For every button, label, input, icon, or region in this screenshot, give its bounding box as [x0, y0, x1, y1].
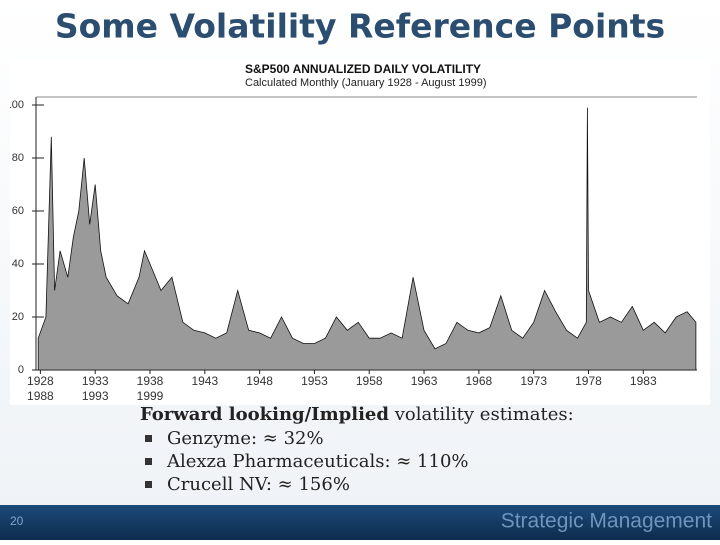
x-tick-label-second-row: 1993	[82, 389, 109, 403]
x-tick-label: 1948	[246, 374, 273, 388]
x-tick-label: 1973	[520, 374, 547, 388]
bullet-list: Genzyme: ≈ 32%Alexza Pharmaceuticals: ≈ …	[145, 428, 469, 495]
x-tick-label: 1968	[466, 374, 493, 388]
footer-bar	[0, 505, 720, 540]
footer-text: Strategic Management	[501, 510, 712, 533]
x-tick-label: 1953	[301, 374, 328, 388]
bullet-text: Crucell NV: ≈ 156%	[167, 474, 350, 495]
y-tick-label: 20	[12, 311, 24, 323]
x-tick-label: 1963	[411, 374, 438, 388]
bullet-text: Genzyme: ≈ 32%	[167, 428, 324, 449]
volatility-area	[37, 107, 697, 371]
y-tick-label: 0	[18, 364, 24, 376]
y-tick-label: 40	[12, 258, 24, 270]
x-tick-label: 1938	[137, 374, 164, 388]
x-tick-label-second-row: 1988	[27, 389, 54, 403]
x-tick-label: 1958	[356, 374, 383, 388]
x-tick-label: 1983	[630, 374, 657, 388]
bullet-marker	[145, 481, 152, 488]
x-tick-label: 1978	[575, 374, 602, 388]
y-tick-label: 100	[6, 99, 24, 111]
body-heading: Forward looking/Implied volatility estim…	[140, 404, 574, 425]
heading-bold: Forward looking/Implied	[140, 404, 389, 425]
bullet-marker	[145, 435, 152, 442]
x-tick-label: 1933	[82, 374, 109, 388]
bullet-text: Alexza Pharmaceuticals: ≈ 110%	[166, 451, 469, 472]
y-tick-label: 80	[12, 152, 24, 164]
chart-subtitle: Calculated Monthly (January 1928 - Augus…	[245, 77, 487, 89]
chart: S&P500 ANNUALIZED DAILY VOLATILITY Calcu…	[6, 60, 710, 405]
slide-title: Some Volatility Reference Points	[55, 7, 665, 46]
y-tick-label: 60	[12, 205, 24, 217]
x-tick-label: 1943	[191, 374, 218, 388]
bullet-marker	[145, 458, 152, 465]
chart-title: S&P500 ANNUALIZED DAILY VOLATILITY	[245, 62, 481, 76]
x-tick-label-second-row: 1999	[137, 389, 164, 403]
x-tick-label: 1928	[27, 374, 54, 388]
page-number: 20	[10, 514, 24, 528]
heading-rest: volatility estimates:	[394, 404, 574, 425]
